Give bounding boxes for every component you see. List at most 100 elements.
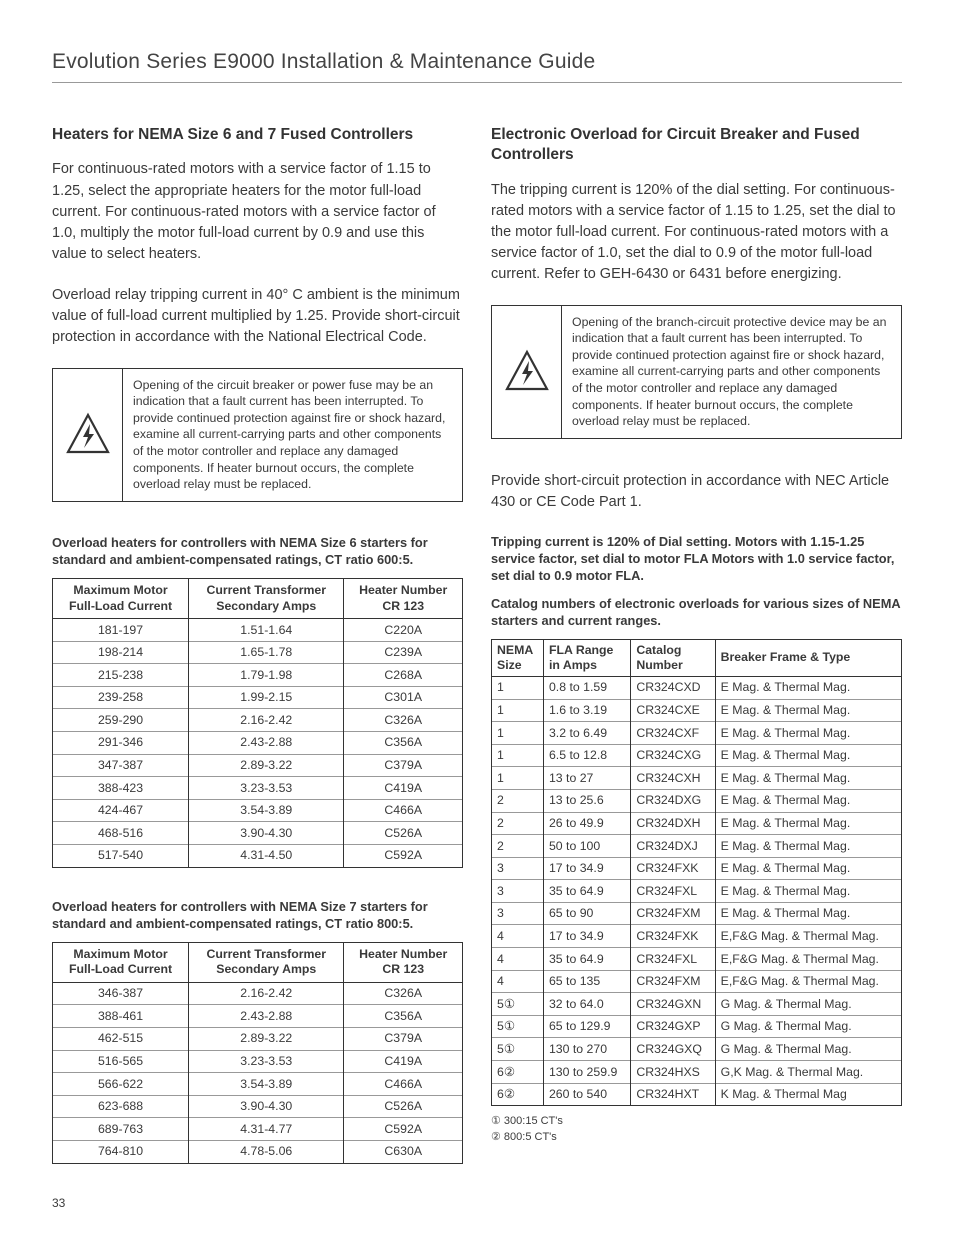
- table-cell: C419A: [344, 1050, 463, 1073]
- table-cell: C356A: [344, 1005, 463, 1028]
- table-cell: G Mag. & Thermal Mag.: [715, 1015, 901, 1038]
- table-cell: 2.43-2.88: [189, 1005, 344, 1028]
- table-cell: 462-515: [53, 1027, 189, 1050]
- table-cell: 2: [492, 835, 544, 858]
- table-cell: 291-346: [53, 731, 189, 754]
- table-cell: 3.23-3.53: [189, 1050, 344, 1073]
- table-cell: CR324DXJ: [631, 835, 715, 858]
- table-cell: CR324HXT: [631, 1083, 715, 1106]
- table-cell: E Mag. & Thermal Mag.: [715, 857, 901, 880]
- table-cell: 3.90-4.30: [189, 1095, 344, 1118]
- table-cell: C592A: [344, 1118, 463, 1141]
- table-cell: 5①: [492, 993, 544, 1016]
- table-cell: CR324CXG: [631, 744, 715, 767]
- table-cell: 4: [492, 925, 544, 948]
- table-cell: C379A: [344, 754, 463, 777]
- table-cell: E Mag. & Thermal Mag.: [715, 880, 901, 903]
- table-row: 317 to 34.9CR324FXKE Mag. & Thermal Mag.: [492, 857, 902, 880]
- table-cell: 13 to 25.6: [543, 789, 630, 812]
- footnote: ② 800:5 CT's: [491, 1130, 902, 1145]
- table-row: 517-5404.31-4.50C592A: [53, 844, 463, 867]
- right-bold-para: Tripping current is 120% of Dial setting…: [491, 533, 902, 585]
- table-cell: 1.51-1.64: [189, 619, 344, 642]
- table-cell: 566-622: [53, 1073, 189, 1096]
- table-row: 365 to 90CR324FXME Mag. & Thermal Mag.: [492, 902, 902, 925]
- warning-text-left: Opening of the circuit breaker or power …: [123, 369, 462, 501]
- table-row: 291-3462.43-2.88C356A: [53, 731, 463, 754]
- table-cell: 1.99-2.15: [189, 686, 344, 709]
- table-cell: 65 to 135: [543, 970, 630, 993]
- table2-caption: Overload heaters for controllers with NE…: [52, 898, 463, 933]
- table-cell: E Mag. & Thermal Mag.: [715, 835, 901, 858]
- table-cell: E Mag. & Thermal Mag.: [715, 812, 901, 835]
- column-header: FLA Rangein Amps: [543, 640, 630, 677]
- left-column: Heaters for NEMA Size 6 and 7 Fused Cont…: [52, 125, 463, 1193]
- table-cell: 4.31-4.77: [189, 1118, 344, 1141]
- table-cell: 517-540: [53, 844, 189, 867]
- table-cell: E Mag. & Thermal Mag.: [715, 767, 901, 790]
- table-cell: 1.6 to 3.19: [543, 699, 630, 722]
- table-cell: 50 to 100: [543, 835, 630, 858]
- table-cell: 3: [492, 902, 544, 925]
- table-cell: C326A: [344, 709, 463, 732]
- table-cell: 13 to 27: [543, 767, 630, 790]
- table-row: 226 to 49.9CR324DXHE Mag. & Thermal Mag.: [492, 812, 902, 835]
- table-cell: C466A: [344, 799, 463, 822]
- header-rule: [52, 82, 902, 83]
- column-header: CatalogNumber: [631, 640, 715, 677]
- table-cell: CR324FXK: [631, 857, 715, 880]
- table-cell: C526A: [344, 822, 463, 845]
- table-cell: E,F&G Mag. & Thermal Mag.: [715, 948, 901, 971]
- table-cell: 3: [492, 857, 544, 880]
- table-cell: 260 to 540: [543, 1083, 630, 1106]
- table-cell: 17 to 34.9: [543, 925, 630, 948]
- table-cell: CR324HXS: [631, 1061, 715, 1084]
- table-cell: 1: [492, 676, 544, 699]
- table-cell: 1.65-1.78: [189, 641, 344, 664]
- table-cell: C466A: [344, 1073, 463, 1096]
- table-row: 6②130 to 259.9CR324HXSG,K Mag. & Thermal…: [492, 1061, 902, 1084]
- table-cell: 6②: [492, 1061, 544, 1084]
- column-header: NEMASize: [492, 640, 544, 677]
- table-cell: CR324GXQ: [631, 1038, 715, 1061]
- content-columns: Heaters for NEMA Size 6 and 7 Fused Cont…: [52, 125, 902, 1193]
- left-paragraph-2: Overload relay tripping current in 40° C…: [52, 285, 463, 348]
- table-cell: 215-238: [53, 664, 189, 687]
- table-cell: 6.5 to 12.8: [543, 744, 630, 767]
- column-header: Heater NumberCR 123: [344, 579, 463, 619]
- table3: NEMASizeFLA Rangein AmpsCatalogNumberBre…: [491, 639, 902, 1106]
- table-row: 16.5 to 12.8CR324CXGE Mag. & Thermal Mag…: [492, 744, 902, 767]
- table-row: 13.2 to 6.49CR324CXFE Mag. & Thermal Mag…: [492, 722, 902, 745]
- table-row: 689-7634.31-4.77C592A: [53, 1118, 463, 1141]
- table-cell: CR324FXM: [631, 902, 715, 925]
- table-row: 435 to 64.9CR324FXLE,F&G Mag. & Thermal …: [492, 948, 902, 971]
- table-cell: 3: [492, 880, 544, 903]
- table-cell: 424-467: [53, 799, 189, 822]
- table1-caption: Overload heaters for controllers with NE…: [52, 534, 463, 569]
- table-cell: 1: [492, 744, 544, 767]
- table-row: 5①130 to 270CR324GXQG Mag. & Thermal Mag…: [492, 1038, 902, 1061]
- table-cell: E Mag. & Thermal Mag.: [715, 722, 901, 745]
- table-cell: CR324CXD: [631, 676, 715, 699]
- table-cell: 2: [492, 812, 544, 835]
- table-cell: 35 to 64.9: [543, 948, 630, 971]
- table-cell: 17 to 34.9: [543, 857, 630, 880]
- table-cell: 3.23-3.53: [189, 777, 344, 800]
- table-row: 465 to 135CR324FXME,F&G Mag. & Thermal M…: [492, 970, 902, 993]
- table-cell: 3.2 to 6.49: [543, 722, 630, 745]
- table-row: 250 to 100CR324DXJE Mag. & Thermal Mag.: [492, 835, 902, 858]
- shock-hazard-icon: [53, 369, 123, 501]
- shock-hazard-icon: [492, 306, 562, 438]
- warning-box-left: Opening of the circuit breaker or power …: [52, 368, 463, 502]
- table-row: 388-4612.43-2.88C356A: [53, 1005, 463, 1028]
- table-row: 10.8 to 1.59CR324CXDE Mag. & Thermal Mag…: [492, 676, 902, 699]
- table-row: 462-5152.89-3.22C379A: [53, 1027, 463, 1050]
- table-cell: E Mag. & Thermal Mag.: [715, 744, 901, 767]
- table-row: 213 to 25.6CR324DXGE Mag. & Thermal Mag.: [492, 789, 902, 812]
- table-cell: 623-688: [53, 1095, 189, 1118]
- table-cell: 764-810: [53, 1140, 189, 1163]
- table-row: 424-4673.54-3.89C466A: [53, 799, 463, 822]
- table-cell: E,F&G Mag. & Thermal Mag.: [715, 970, 901, 993]
- footnote: ① 300:15 CT's: [491, 1114, 902, 1129]
- document-title: Evolution Series E9000 Installation & Ma…: [52, 48, 902, 76]
